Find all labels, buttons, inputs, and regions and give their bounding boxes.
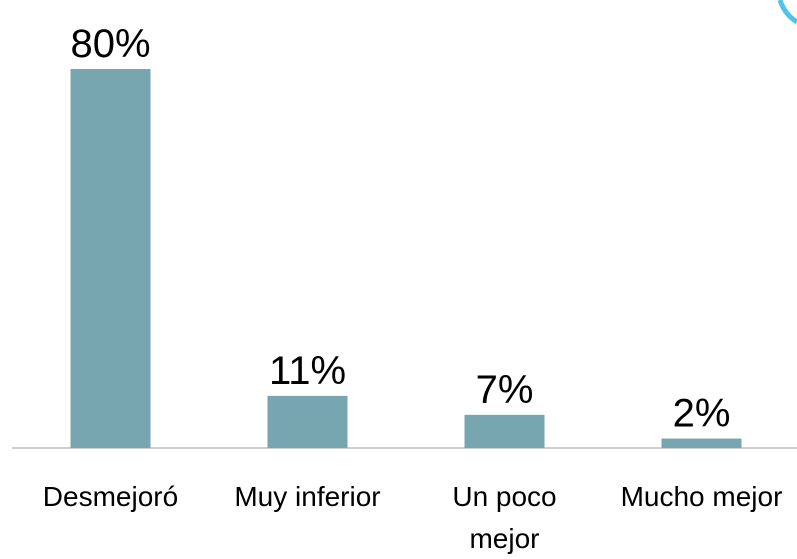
data-label: 7% — [476, 368, 534, 412]
data-label: 11% — [269, 349, 346, 393]
bar — [267, 395, 348, 448]
data-label: 2% — [673, 392, 731, 436]
x-tick-label: Mucho mejor — [621, 481, 783, 512]
bar — [70, 69, 151, 448]
x-tick-label: Muy inferior — [234, 481, 380, 512]
decoration — [777, 0, 797, 25]
x-tick-label: Un poco mejor — [452, 481, 556, 554]
bar — [661, 438, 742, 448]
data-label: 80% — [70, 22, 150, 66]
x-tick-label: Desmejoró — [43, 481, 178, 512]
bar — [464, 414, 545, 448]
